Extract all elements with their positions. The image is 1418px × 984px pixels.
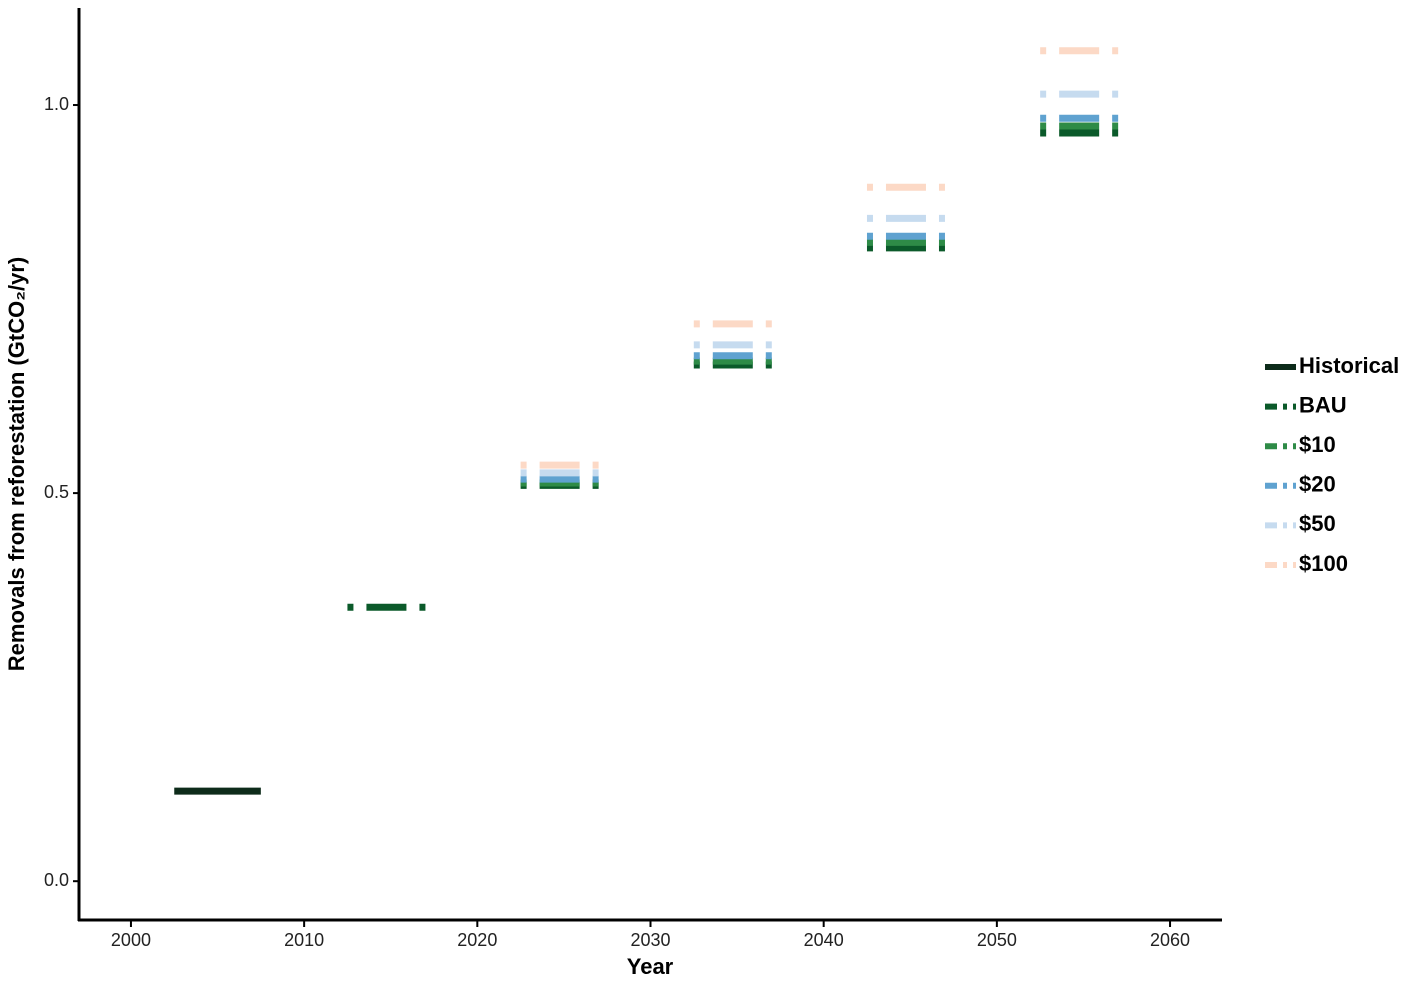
legend-label: $100 [1299,551,1348,576]
legend-label: $20 [1299,472,1336,497]
x-tick-label: 2020 [457,930,497,950]
y-tick-label: 1.0 [44,94,69,114]
legend-label: BAU [1299,392,1347,417]
y-axis-title: Removals from reforestation (GtCO₂/yr) [4,257,29,671]
x-axis-title: Year [627,954,674,979]
x-tick-label: 2050 [977,930,1017,950]
legend-label: Historical [1299,353,1399,378]
x-tick-label: 2010 [284,930,324,950]
y-tick-label: 0.0 [44,870,69,890]
x-tick-label: 2060 [1150,930,1190,950]
y-tick-label: 0.5 [44,482,69,502]
x-tick-label: 2000 [111,930,151,950]
x-tick-label: 2030 [630,930,670,950]
x-tick-label: 2040 [804,930,844,950]
legend-label: $10 [1299,432,1336,457]
legend-label: $50 [1299,511,1336,536]
